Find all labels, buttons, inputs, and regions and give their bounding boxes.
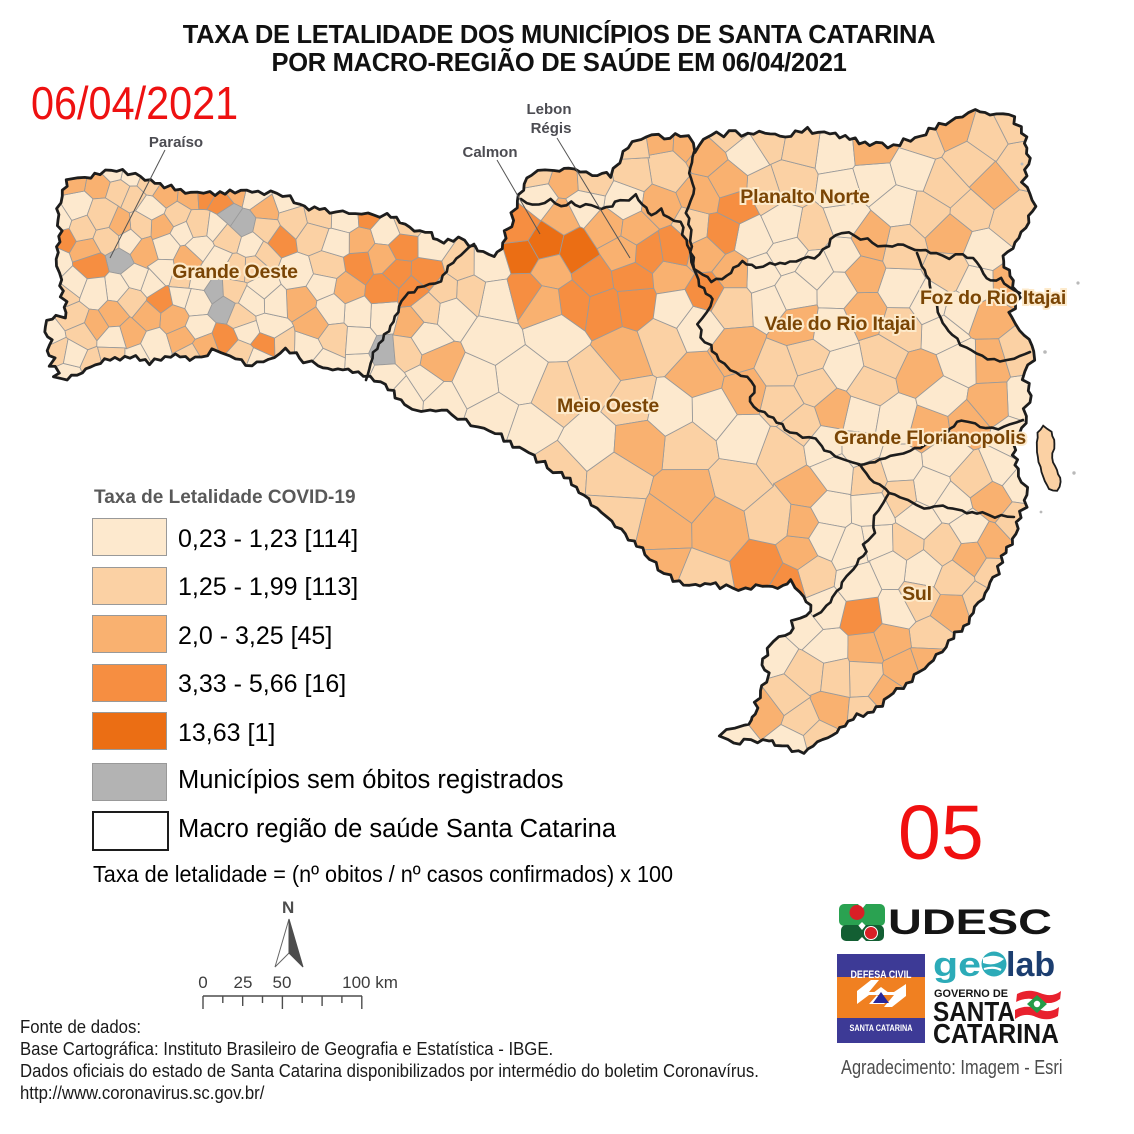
svg-text:lab: lab bbox=[1006, 946, 1055, 984]
svg-text:Grande Oeste: Grande Oeste bbox=[172, 261, 298, 283]
svg-text:ge: ge bbox=[933, 946, 981, 984]
svg-text:GOVERNO DE: GOVERNO DE bbox=[934, 988, 1008, 1000]
svg-text:SANTA CATARINA: SANTA CATARINA bbox=[850, 1023, 913, 1033]
svg-text:Paraíso: Paraíso bbox=[149, 134, 203, 151]
svg-text:Calmon: Calmon bbox=[462, 144, 517, 161]
svg-text:Sul: Sul bbox=[902, 583, 932, 605]
svg-text:Foz do Rio Itajai: Foz do Rio Itajai bbox=[920, 287, 1066, 309]
svg-text:100 km: 100 km bbox=[342, 973, 398, 992]
svg-text:25: 25 bbox=[234, 973, 253, 992]
svg-text:Lebon: Lebon bbox=[527, 101, 572, 118]
svg-text:Régis: Régis bbox=[531, 120, 572, 137]
svg-text:DEFESA CIVIL: DEFESA CIVIL bbox=[851, 969, 912, 981]
svg-text:Grande Florianopolis: Grande Florianopolis bbox=[834, 427, 1026, 449]
svg-text:Meio Oeste: Meio Oeste bbox=[557, 395, 659, 417]
svg-text:Vale do Rio Itajai: Vale do Rio Itajai bbox=[764, 313, 915, 335]
svg-text:CATARINA: CATARINA bbox=[933, 1018, 1059, 1049]
svg-text:SANTA: SANTA bbox=[933, 996, 1015, 1027]
svg-text:50: 50 bbox=[273, 973, 292, 992]
svg-text:0: 0 bbox=[198, 973, 207, 992]
svg-text:N: N bbox=[282, 898, 294, 917]
svg-text:UDESC: UDESC bbox=[888, 903, 1052, 942]
svg-text:Planalto Norte: Planalto Norte bbox=[740, 186, 870, 208]
